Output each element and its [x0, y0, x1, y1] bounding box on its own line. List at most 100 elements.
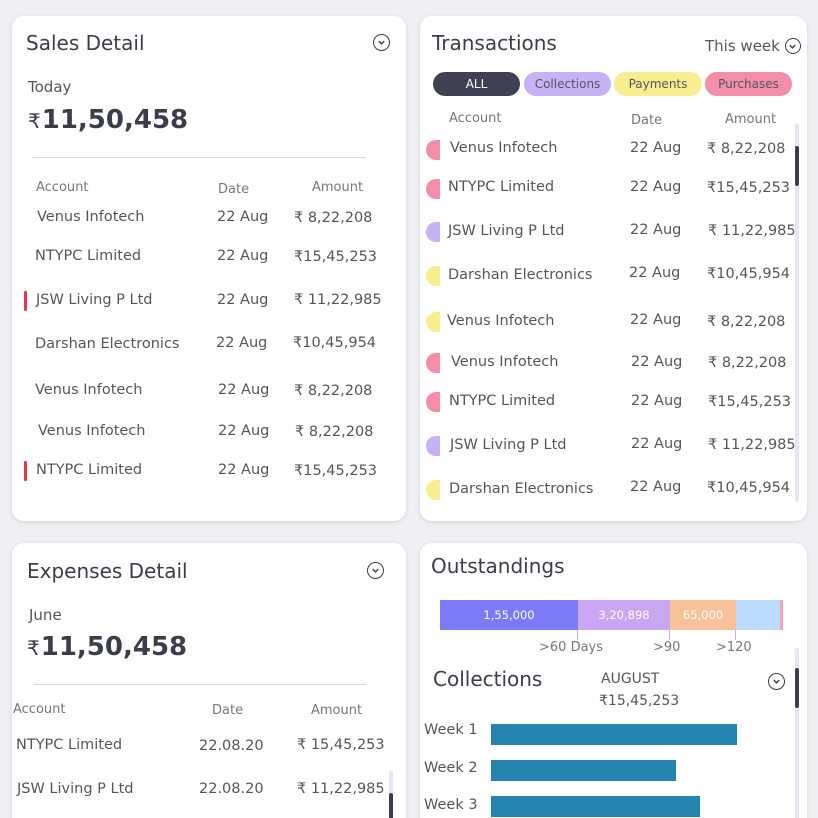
- row-account: Venus Infotech: [35, 382, 143, 398]
- scrollbar-thumb[interactable]: [795, 146, 799, 186]
- type-indicator: [426, 266, 440, 286]
- row-account: Venus Infotech: [38, 423, 146, 439]
- chevron-down-icon[interactable]: [373, 34, 390, 51]
- outstanding-segment-over-120[interactable]: [736, 600, 780, 630]
- col-header-date: Date: [212, 703, 244, 718]
- row-date: 22 Aug: [630, 222, 682, 238]
- sales-period: Today: [28, 78, 72, 96]
- col-header-account: Account: [449, 111, 502, 126]
- row-amount: ₹ 8,22,208: [708, 355, 787, 371]
- expenses-total-value: 11,50,458: [40, 632, 188, 662]
- row-amount: ₹ 11,22,985: [294, 292, 382, 308]
- tick-mark: [577, 630, 578, 640]
- row-account: NTYPC Limited: [36, 462, 143, 478]
- row-amount: ₹15,45,253: [708, 394, 792, 410]
- transactions-title: Transactions: [432, 31, 557, 55]
- row-account: Darshan Electronics: [448, 267, 593, 283]
- row-date: 22 Aug: [630, 479, 682, 495]
- type-indicator: [426, 179, 440, 199]
- col-header-date: Date: [631, 113, 663, 128]
- chevron-down-icon: [784, 38, 801, 54]
- tab-purchases[interactable]: Purchases: [705, 72, 792, 96]
- week-bar[interactable]: [491, 760, 676, 781]
- row-amount: ₹ 11,22,985: [297, 781, 385, 797]
- row-date: 22 Aug: [217, 292, 269, 308]
- chevron-down-icon[interactable]: [768, 673, 785, 690]
- row-date: 22 Aug: [218, 382, 270, 398]
- week-bar[interactable]: [491, 724, 737, 745]
- rupee-symbol: ₹: [28, 109, 41, 133]
- row-date: 22.08.20: [199, 738, 264, 754]
- row-indicator: [24, 461, 27, 481]
- scrollbar-track[interactable]: [795, 648, 799, 818]
- sales-detail-card: Sales Detail Today ₹11,50,458 Account Da…: [12, 16, 406, 521]
- col-header-amount: Amount: [311, 703, 363, 718]
- row-amount: ₹ 15,45,253: [297, 737, 385, 753]
- row-account: JSW Living P Ltd: [17, 781, 134, 797]
- col-header-amount: Amount: [312, 180, 364, 195]
- row-account: Darshan Electronics: [35, 336, 180, 352]
- expenses-period: June: [29, 606, 62, 624]
- row-date: 22 Aug: [217, 209, 269, 225]
- row-amount: ₹10,45,954: [707, 266, 791, 282]
- scrollbar-thumb[interactable]: [389, 793, 393, 818]
- tab-payments[interactable]: Payments: [614, 72, 702, 96]
- row-amount: ₹ 8,22,208: [295, 424, 374, 440]
- divider: [33, 157, 366, 158]
- row-account: NTYPC Limited: [35, 248, 142, 264]
- tab-collections[interactable]: Collections: [524, 72, 611, 96]
- type-indicator: [426, 436, 440, 456]
- scrollbar-thumb[interactable]: [795, 668, 799, 708]
- tab-all[interactable]: ALL: [433, 72, 520, 96]
- outstanding-segment-90[interactable]: 3,20,898: [578, 600, 670, 630]
- row-amount: ₹10,45,954: [293, 335, 377, 351]
- expenses-total: ₹11,50,458: [27, 632, 187, 662]
- row-account: NTYPC Limited: [16, 737, 123, 753]
- type-indicator: [426, 140, 440, 160]
- week-bar[interactable]: [491, 796, 700, 817]
- week-label: Week 3: [424, 797, 478, 813]
- outstandings-card: Outstandings 1,55,000 3,20,898 65,000 >6…: [420, 543, 807, 818]
- row-account: NTYPC Limited: [448, 179, 555, 195]
- chevron-down-icon[interactable]: [367, 562, 384, 579]
- tick-label: >120: [716, 640, 752, 655]
- week-label: Week 2: [424, 760, 478, 776]
- row-account: JSW Living P Ltd: [450, 437, 567, 453]
- tick-mark: [735, 630, 736, 640]
- row-amount: ₹ 8,22,208: [294, 210, 373, 226]
- row-account: JSW Living P Ltd: [448, 223, 565, 239]
- row-date: 22 Aug: [217, 248, 269, 264]
- collections-month: AUGUST: [601, 671, 660, 687]
- row-account: JSW Living P Ltd: [36, 292, 153, 308]
- row-amount: ₹ 8,22,208: [294, 383, 373, 399]
- period-filter[interactable]: This week: [705, 37, 801, 55]
- row-amount: ₹ 8,22,208: [707, 314, 786, 330]
- sales-total-value: 11,50,458: [41, 105, 189, 135]
- col-header-amount: Amount: [725, 112, 777, 127]
- row-amount: ₹ 11,22,985: [708, 437, 796, 453]
- col-header-date: Date: [218, 182, 250, 197]
- row-amount: ₹ 11,22,985: [708, 223, 796, 239]
- outstanding-segment-60[interactable]: 1,55,000: [440, 600, 578, 630]
- outstandings-title: Outstandings: [431, 554, 565, 578]
- transactions-card: Transactions This week ALL Collections P…: [420, 16, 807, 521]
- row-amount: ₹15,45,253: [294, 463, 378, 479]
- tick-mark: [669, 630, 670, 640]
- col-header-account: Account: [13, 702, 66, 717]
- sales-detail-title: Sales Detail: [26, 31, 145, 55]
- outstanding-segment-120[interactable]: 65,000: [670, 600, 736, 630]
- expenses-detail-card: Expenses Detail June ₹11,50,458 Account …: [12, 543, 406, 818]
- type-indicator: [426, 312, 440, 332]
- type-indicator: [426, 480, 440, 500]
- row-account: Venus Infotech: [450, 140, 558, 156]
- row-date: 22.08.20: [199, 781, 264, 797]
- rupee-symbol: ₹: [27, 636, 40, 660]
- type-indicator: [426, 222, 440, 242]
- row-date: 22 Aug: [218, 462, 270, 478]
- outstanding-segment-other[interactable]: [780, 600, 783, 630]
- scrollbar-track[interactable]: [795, 124, 799, 502]
- row-amount: ₹15,45,253: [707, 180, 791, 196]
- row-date: 22 Aug: [629, 265, 681, 281]
- collections-title: Collections: [433, 667, 543, 691]
- row-date: 22 Aug: [631, 436, 683, 452]
